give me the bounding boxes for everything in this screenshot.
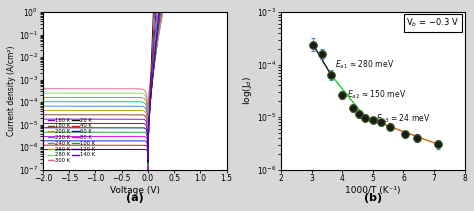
Text: $E_{a3}$ = 24 meV: $E_{a3}$ = 24 meV [376, 112, 430, 125]
Text: V$_b$ = −0.3 V: V$_b$ = −0.3 V [406, 17, 459, 29]
Text: (a): (a) [126, 193, 144, 203]
Y-axis label: log(J$_d$): log(J$_d$) [241, 76, 254, 105]
X-axis label: Voltage (V): Voltage (V) [110, 186, 160, 195]
X-axis label: 1000/T (K⁻¹): 1000/T (K⁻¹) [345, 186, 401, 195]
Text: $E_{a1}$ ≈ 280 meV: $E_{a1}$ ≈ 280 meV [335, 58, 394, 71]
Text: $E_{a2}$ ≈ 150 meV: $E_{a2}$ ≈ 150 meV [347, 88, 406, 101]
Legend: 160 K, 180 K, 200 K, 220 K, 240 K, 260 K, 280 K, 300 K, 20 K, 40 K, 60 K, 80 K, : 160 K, 180 K, 200 K, 220 K, 240 K, 260 K… [46, 116, 97, 165]
Text: (b): (b) [364, 193, 382, 203]
Y-axis label: Current density (A/cm²): Current density (A/cm²) [7, 46, 16, 136]
